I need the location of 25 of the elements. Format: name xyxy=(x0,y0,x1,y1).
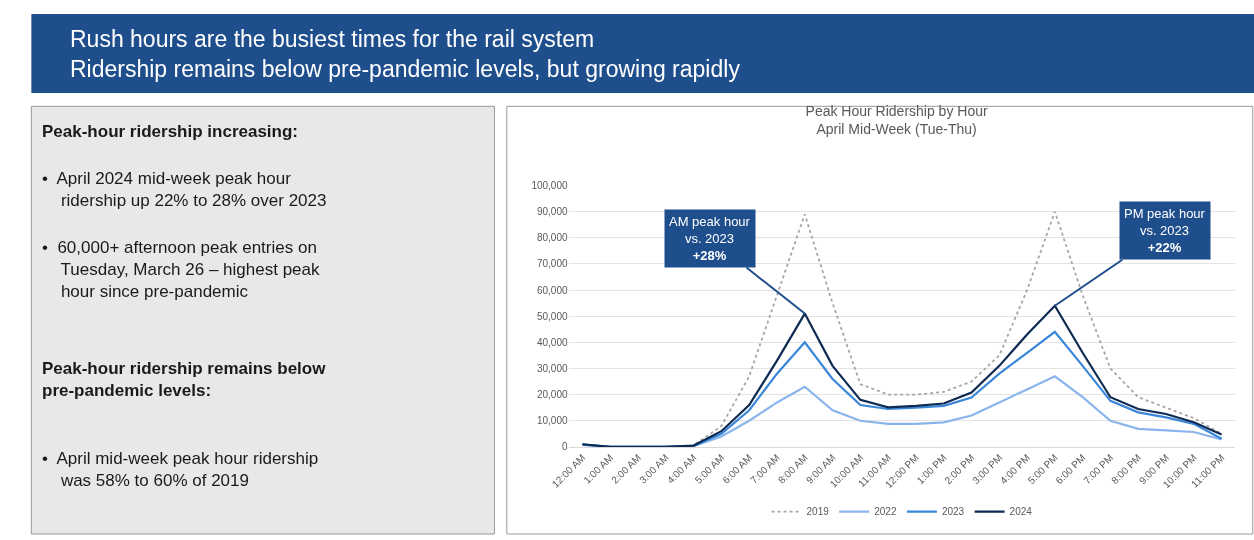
text: Peak-hour ridership increasing: xyxy=(42,122,299,141)
y-tick-label: 40,000 xyxy=(536,336,569,348)
annotation: AM peak hour vs. 2023 +28% xyxy=(669,214,751,263)
y-tick-label: 20,000 xyxy=(536,389,569,401)
y-tick-label: 10,000 xyxy=(536,415,569,427)
text: • April mid-week peak hour ridership was 58% to 60% of 2019 xyxy=(42,449,319,491)
text: Rush hours are the busiest times for the rail system Ridership remains below pre-pandemic levels, but growing rapidly xyxy=(70,26,741,82)
y-tick-label: 70,000 xyxy=(536,258,569,270)
line-series xyxy=(581,304,1223,447)
y-tick-label: 90,000 xyxy=(536,206,569,218)
annotation: PM peak hour vs. 2023 +22% xyxy=(1124,206,1206,255)
y-tick-label: 80,000 xyxy=(536,232,569,244)
y-tick-label: 60,000 xyxy=(536,284,569,296)
text: • April 2024 mid-week peak hour ridership up 22% to 28% over 2023 xyxy=(42,169,327,211)
legend-label: 2022 xyxy=(874,506,897,518)
y-tick-label: 30,000 xyxy=(536,362,569,374)
legend-label: 2024 xyxy=(1009,506,1033,518)
y-tick-label: 0 xyxy=(562,441,569,453)
text: • 60,000+ afternoon peak entries on Tuesday, March 26 – highest peak hour since pre-pandemic xyxy=(42,238,321,302)
chart-title: Peak Hour Ridership by Hour April Mid-Week (Tue-Thu) xyxy=(805,103,988,138)
y-tick-label: 100,000 xyxy=(531,180,568,192)
legend-label: 2019 xyxy=(806,506,830,518)
text: Peak-hour ridership remains below pre-pandemic levels: xyxy=(42,359,327,401)
y-tick-label: 50,000 xyxy=(536,310,569,322)
legend-label: 2023 xyxy=(941,506,965,518)
